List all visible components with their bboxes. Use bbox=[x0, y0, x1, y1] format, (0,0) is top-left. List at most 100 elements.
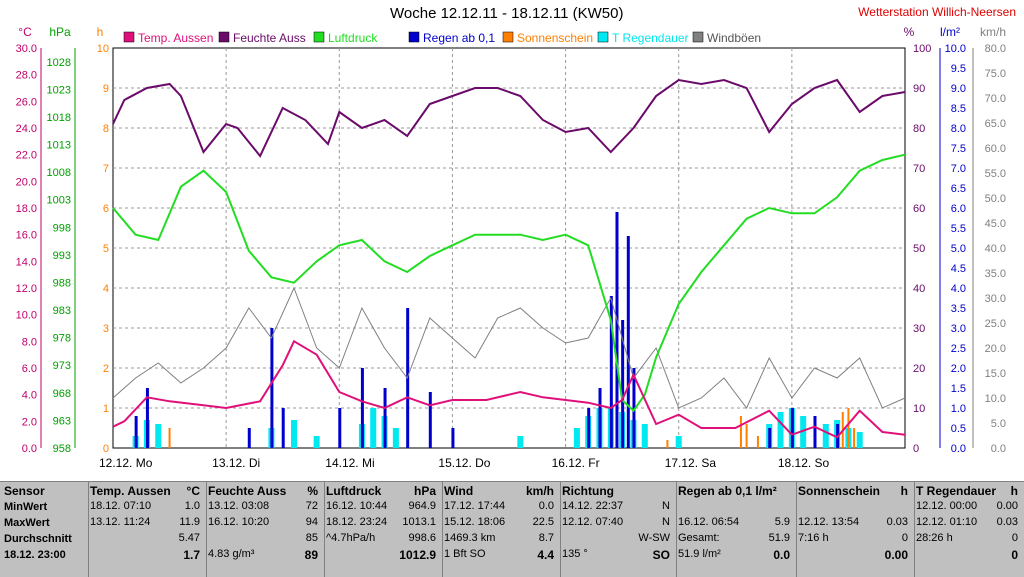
stats-column: Sonnenschein h 12.12. 13:54 0.03 7:16 h 0 0.00 bbox=[798, 484, 912, 576]
percent-tick-label: 50 bbox=[913, 243, 925, 255]
stat-label: Gesamt: bbox=[678, 532, 720, 544]
stat-value: 94 bbox=[305, 516, 318, 528]
stat-value: 8.7 bbox=[538, 532, 554, 544]
stat-value: 89 bbox=[304, 548, 318, 562]
stats-column: Richtung 14.12. 22:37 N 12.12. 07:40 N W-SW 13… bbox=[562, 484, 674, 576]
rain-tick-label: 8.5 bbox=[951, 103, 966, 115]
stats-row: 12.12. 13:54 0.03 bbox=[798, 516, 912, 532]
wind-tick-label: 60.0 bbox=[985, 143, 1006, 155]
stat-value: 22.5 bbox=[532, 516, 554, 528]
wind-tick-label: 30.0 bbox=[985, 293, 1006, 305]
stat-label: 135 ° bbox=[562, 548, 588, 560]
stat-label: 1 Bft SO bbox=[444, 548, 486, 560]
rain-tick-label: 10.0 bbox=[945, 43, 966, 55]
rain-tick-label: 4.5 bbox=[951, 263, 966, 275]
stats-column: Regen ab 0,1 l/m² 16.12. 06:54 5.9 Gesamt: 5… bbox=[678, 484, 794, 576]
stat-label: 16.12. 10:20 bbox=[208, 516, 270, 528]
max-label: MaxWert bbox=[4, 517, 50, 529]
stats-row: 18.12. 07:10 1.0 bbox=[90, 500, 204, 516]
sunshine-bar bbox=[745, 424, 748, 448]
stats-column-header: T Regendauer h bbox=[916, 484, 1022, 500]
rain-tick-label: 9.5 bbox=[951, 63, 966, 75]
column-unit: % bbox=[307, 484, 318, 498]
wind-tick-label: 65.0 bbox=[985, 118, 1006, 130]
column-name: Temp. Aussen bbox=[90, 484, 171, 498]
raintime-bar bbox=[822, 424, 829, 448]
rain-bar bbox=[615, 212, 619, 448]
legend-swatch bbox=[597, 31, 609, 43]
raintime-bar bbox=[517, 436, 524, 448]
pressure-tick-label: 1008 bbox=[47, 167, 71, 179]
pressure-tick-label: 988 bbox=[53, 277, 71, 289]
stat-value: 1012.9 bbox=[399, 548, 436, 562]
stat-value: 1.7 bbox=[183, 548, 200, 562]
rain-tick-label: 3.0 bbox=[951, 323, 966, 335]
column-name: Sonnenschein bbox=[798, 484, 881, 498]
column-separator bbox=[88, 482, 89, 577]
rain-bar bbox=[383, 388, 387, 448]
stats-row: 5.47 bbox=[90, 532, 204, 548]
wind-tick-label: 70.0 bbox=[985, 93, 1006, 105]
stat-label: 18.12. 23:24 bbox=[326, 516, 388, 528]
wind-tick-label: 55.0 bbox=[985, 168, 1006, 180]
rain-bar bbox=[145, 388, 149, 448]
hours-tick-label: 1 bbox=[103, 403, 109, 415]
pressure-line bbox=[112, 153, 906, 413]
rain-bar bbox=[609, 296, 613, 448]
stat-label: 13.12. 11:24 bbox=[90, 516, 151, 528]
stats-row: 12.12. 07:40 N bbox=[562, 516, 674, 532]
percent-tick-label: 100 bbox=[913, 43, 931, 55]
stat-value: 85 bbox=[305, 532, 318, 544]
stats-row: 1.7 bbox=[90, 548, 204, 564]
rain-tick-label: 5.5 bbox=[951, 223, 966, 235]
rain-tick-label: 6.5 bbox=[951, 183, 966, 195]
temp-tick-label: 12.0 bbox=[16, 283, 37, 295]
stats-column: Feuchte Auss% 13.12. 03:08 72 16.12. 10:20 9… bbox=[208, 484, 322, 576]
percent-tick-label: 90 bbox=[913, 83, 925, 95]
stat-label: 12.12. 13:54 bbox=[798, 516, 860, 528]
stat-value: 0.0 bbox=[538, 500, 554, 512]
stats-row: 7:16 h 0 bbox=[798, 532, 912, 548]
rain-tick-label: 0.0 bbox=[951, 443, 966, 455]
column-unit: hPa bbox=[413, 484, 436, 498]
rain-tick-label: 1.5 bbox=[951, 383, 966, 395]
percent-tick-label: 30 bbox=[913, 323, 925, 335]
legend-label: Regen ab 0,1 bbox=[423, 31, 495, 45]
raintime-bar bbox=[392, 428, 399, 448]
temp-tick-label: 14.0 bbox=[16, 256, 37, 268]
stats-row: 28:26 h 0 bbox=[916, 532, 1022, 548]
stat-value: 51.9 bbox=[768, 532, 790, 544]
percent-tick-label: 70 bbox=[913, 163, 925, 175]
stat-value: N bbox=[662, 516, 670, 528]
stat-value: 5.9 bbox=[774, 516, 790, 528]
rain-tick-label: 5.0 bbox=[951, 243, 966, 255]
rain-bar bbox=[281, 408, 285, 448]
stats-row: 13.12. 03:08 72 bbox=[208, 500, 322, 516]
column-separator bbox=[560, 482, 561, 577]
rain-tick-label: 6.0 bbox=[951, 203, 966, 215]
legend-label: Luftdruck bbox=[328, 31, 378, 45]
raintime-bar bbox=[777, 412, 784, 448]
current-time: 18.12. 23:00 bbox=[4, 549, 66, 561]
stats-row: 0 bbox=[916, 548, 1022, 564]
wind-tick-label: 20.0 bbox=[985, 343, 1006, 355]
column-name: Feuchte Auss bbox=[208, 484, 287, 498]
stat-value: 0.00 bbox=[996, 500, 1018, 512]
percent-axis-unit: % bbox=[904, 25, 915, 39]
stat-label: 13.12. 03:08 bbox=[208, 500, 270, 512]
stat-value: 4.4 bbox=[537, 548, 554, 562]
sunshine-bar bbox=[168, 428, 171, 448]
stats-row: 51.9 l/m² 0.0 bbox=[678, 548, 794, 564]
stats-row: 18.12. 23:24 1013.1 bbox=[326, 516, 440, 532]
stats-row: 12.12. 01:10 0.03 bbox=[916, 516, 1022, 532]
wind-axis-unit: km/h bbox=[980, 25, 1006, 39]
stats-row: W-SW bbox=[562, 532, 674, 548]
column-name: Wind bbox=[444, 484, 474, 498]
stats-column-header: Richtung bbox=[562, 484, 674, 500]
column-name: Luftdruck bbox=[326, 484, 382, 498]
x-tick-label: 12.12. Mo bbox=[99, 456, 153, 470]
temp-tick-label: 10.0 bbox=[16, 310, 37, 322]
stats-column-header: Feuchte Auss% bbox=[208, 484, 322, 500]
sunshine-bar bbox=[847, 408, 850, 448]
